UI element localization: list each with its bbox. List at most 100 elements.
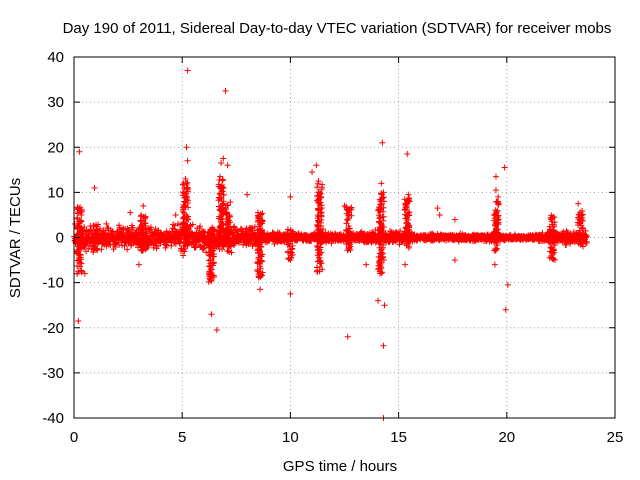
spike-point: [258, 251, 265, 258]
spike-point: [314, 267, 321, 274]
band-point: [124, 246, 131, 253]
spike-point: [314, 180, 321, 187]
spike-point: [288, 252, 295, 259]
outlier-point: [244, 191, 251, 198]
outlier-point: [315, 178, 322, 185]
spike-point: [579, 240, 586, 247]
spike-point: [286, 243, 293, 250]
spike-point: [74, 248, 81, 255]
y-tick-label: 40: [47, 49, 64, 66]
spike-point: [493, 228, 500, 235]
outlier-point: [504, 281, 511, 288]
spike-point: [218, 195, 225, 202]
spike-point: [207, 227, 214, 234]
outlier-point: [217, 173, 224, 180]
outlier-point: [182, 175, 189, 182]
spike-point: [225, 243, 232, 250]
spike-point: [219, 177, 226, 184]
spike-point: [180, 215, 187, 222]
outlier-point: [218, 160, 225, 167]
spike-point: [76, 251, 83, 258]
y-tick-label: 0: [56, 230, 64, 247]
spike-point: [255, 255, 262, 262]
spike-point: [575, 230, 582, 237]
spike-point: [551, 219, 558, 226]
outlier-point: [492, 187, 499, 194]
spike-point: [183, 190, 190, 197]
spike-point: [74, 263, 81, 270]
spike-point: [494, 212, 501, 219]
spike-point: [314, 223, 321, 230]
band-point: [180, 252, 187, 259]
spike-point: [211, 274, 218, 281]
spike-point: [346, 242, 353, 249]
outlier-point: [379, 139, 386, 146]
spike-point: [216, 229, 223, 236]
outlier-point: [492, 173, 499, 180]
band-point: [563, 241, 570, 248]
outlier-point: [309, 169, 316, 176]
x-tick-label: 0: [70, 429, 78, 446]
spike-point: [182, 225, 189, 232]
spike-point: [210, 226, 217, 233]
spike-point: [217, 185, 224, 192]
spike-point: [206, 252, 213, 259]
spike-point: [287, 227, 294, 234]
spike-point: [183, 213, 190, 220]
spike-point: [404, 214, 411, 221]
y-tick-label: 20: [47, 139, 64, 156]
spike-point: [206, 231, 213, 238]
spike-point: [219, 246, 226, 253]
spike-point: [348, 212, 355, 219]
spike-point: [578, 212, 585, 219]
y-axis-ticks: -40 -30 -20 -10 0 10 20 30 40: [42, 49, 615, 427]
outlier-point: [184, 67, 191, 74]
spike-point: [78, 268, 85, 275]
spike-point: [286, 235, 293, 242]
outlier-point: [315, 189, 322, 196]
band-point: [124, 225, 131, 232]
outlier-point: [316, 268, 323, 275]
outlier-point: [501, 164, 508, 171]
spike-point: [94, 237, 101, 244]
spike-point: [345, 235, 352, 242]
y-tick-label: 10: [47, 184, 64, 201]
spike-point: [379, 254, 386, 261]
spike-point: [546, 223, 553, 230]
spike-point: [210, 259, 217, 266]
spike-point: [493, 229, 500, 236]
spike-point: [376, 265, 383, 272]
y-tick-label: -40: [42, 410, 64, 427]
outlier-point: [502, 306, 509, 313]
spike-point: [219, 204, 226, 211]
outlier-point: [363, 261, 370, 268]
spike-point: [319, 184, 326, 191]
band-point: [129, 224, 136, 231]
spike-point: [377, 257, 384, 264]
spike-point: [142, 241, 149, 248]
spike-point: [579, 225, 586, 232]
spike-point: [216, 176, 223, 183]
spike-point: [551, 242, 558, 249]
spike-point: [222, 221, 229, 228]
spike-point: [255, 235, 262, 242]
spike-point: [185, 216, 192, 223]
band-point: [88, 226, 95, 233]
outlier-point: [404, 151, 411, 158]
spike-point: [77, 256, 84, 263]
spike-point: [345, 222, 352, 229]
y-tick-label: -20: [42, 320, 64, 337]
data-points: [71, 67, 590, 421]
outlier-point: [375, 297, 382, 304]
spike-point: [492, 237, 499, 244]
band-point: [197, 223, 204, 230]
spike-point: [210, 234, 217, 241]
spike-point: [93, 233, 100, 240]
spike-point: [259, 210, 266, 217]
spike-point: [315, 198, 322, 205]
spike-point: [348, 206, 355, 213]
outlier-point: [405, 191, 412, 198]
spike-point: [259, 220, 266, 227]
spike-point: [207, 235, 214, 242]
